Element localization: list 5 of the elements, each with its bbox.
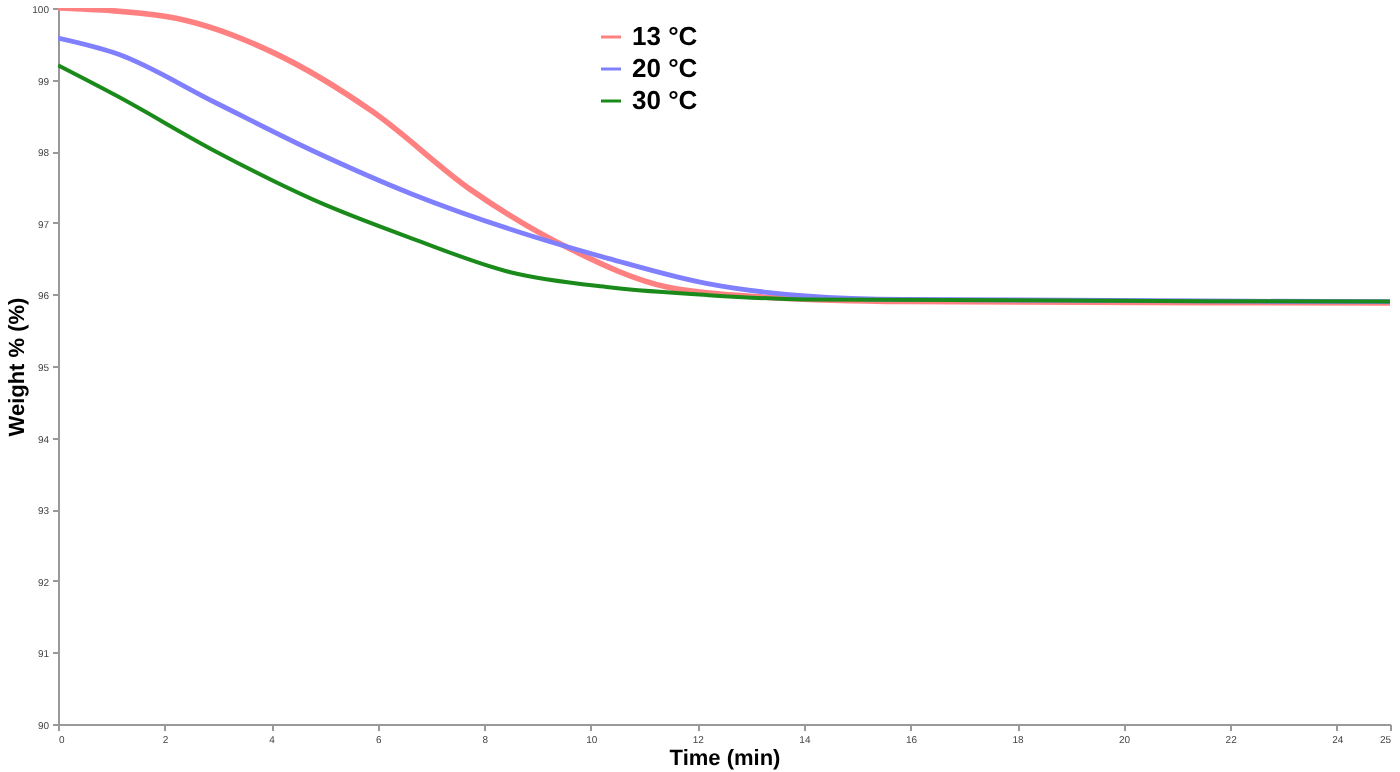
y-axis-title: Weight % (%) [6,296,31,437]
legend-label: 20 °C [632,53,699,83]
legend-label: 13 °C [632,21,699,51]
legend-label: 30 °C [632,85,699,115]
x-axis-title: Time (min) [669,747,782,771]
